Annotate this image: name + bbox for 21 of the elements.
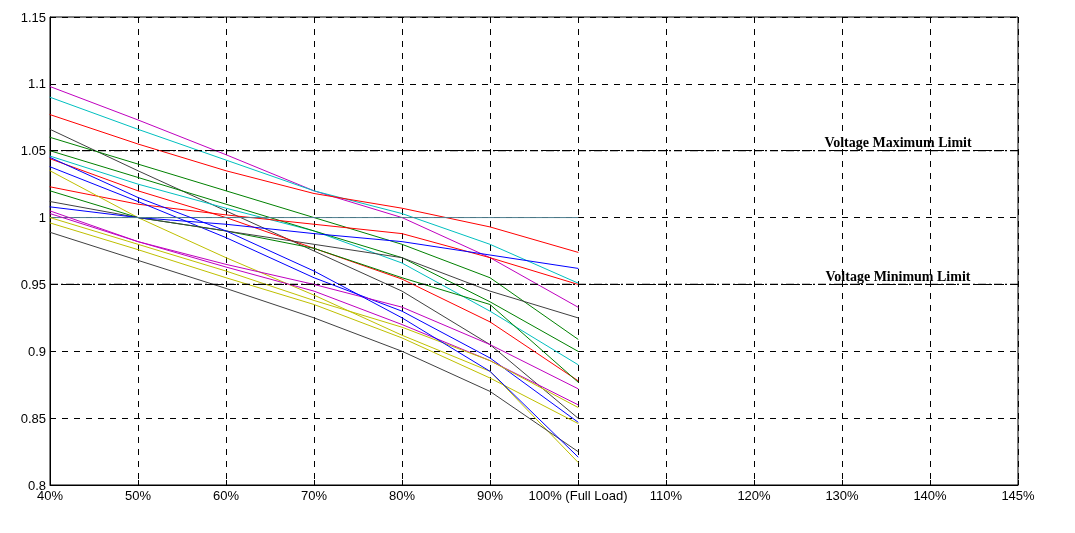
x-tick-label: 50% [124,488,152,503]
x-tick-label: 130% [825,488,860,503]
ref-line-label: Voltage Maximum Limit [824,135,972,151]
x-tick-label: 70% [300,488,328,503]
y-tick-label: 1 [38,210,46,226]
x-tick-label: 140% [913,488,948,503]
x-tick-label: 145% [1001,488,1036,503]
y-tick-label: 1.15 [20,9,46,25]
y-tick-label: 0.85 [20,410,46,426]
x-tick-label: 120% [737,488,772,503]
x-tick-label: 100% (Full Load) [528,488,628,503]
x-tick-label: 90% [476,488,504,503]
y-tick-label: 1.05 [20,143,46,159]
x-tick-label: 40% [36,488,64,503]
y-tick-label: 0.95 [20,276,46,292]
x-tick-label: 60% [212,488,240,503]
y-tick-label: 1.1 [27,76,46,92]
x-tick-label: 110% [649,488,683,503]
y-tick-label: 0.9 [27,343,46,359]
x-tick-label: 80% [388,488,416,503]
ref-line-label: Voltage Minimum Limit [825,268,971,284]
